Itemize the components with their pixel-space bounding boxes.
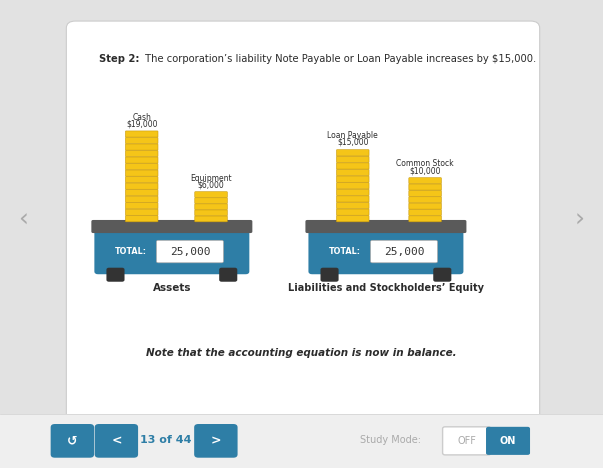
FancyBboxPatch shape	[409, 184, 441, 190]
FancyBboxPatch shape	[125, 157, 158, 163]
Text: ↺: ↺	[67, 434, 78, 447]
FancyBboxPatch shape	[306, 220, 467, 233]
Text: TOTAL:: TOTAL:	[329, 247, 361, 256]
FancyBboxPatch shape	[336, 183, 369, 189]
FancyBboxPatch shape	[336, 150, 369, 156]
Text: Study Mode:: Study Mode:	[360, 435, 421, 445]
FancyBboxPatch shape	[106, 268, 124, 282]
Text: $15,000: $15,000	[337, 138, 368, 147]
Text: Step 2:: Step 2:	[99, 54, 140, 64]
FancyBboxPatch shape	[409, 216, 441, 222]
FancyBboxPatch shape	[336, 196, 369, 202]
FancyBboxPatch shape	[66, 21, 540, 421]
Text: >: >	[210, 434, 221, 447]
Text: 25,000: 25,000	[384, 247, 425, 256]
FancyBboxPatch shape	[51, 424, 94, 458]
FancyBboxPatch shape	[443, 427, 491, 455]
Text: Loan Payable: Loan Payable	[327, 132, 378, 140]
FancyBboxPatch shape	[125, 151, 158, 157]
FancyBboxPatch shape	[156, 241, 223, 263]
Text: The corporation’s liability Note Payable or Loan Payable increases by $15,000.: The corporation’s liability Note Payable…	[142, 54, 536, 64]
Text: Note that the accounting equation is now in balance.: Note that the accounting equation is now…	[146, 348, 457, 358]
FancyBboxPatch shape	[125, 183, 158, 189]
Text: Cash: Cash	[132, 113, 151, 122]
FancyBboxPatch shape	[336, 203, 369, 209]
FancyBboxPatch shape	[336, 163, 369, 169]
FancyBboxPatch shape	[336, 169, 369, 176]
FancyBboxPatch shape	[309, 229, 464, 274]
FancyBboxPatch shape	[195, 216, 227, 222]
FancyBboxPatch shape	[125, 144, 158, 150]
FancyBboxPatch shape	[125, 170, 158, 176]
Text: ‹: ‹	[18, 208, 28, 232]
FancyBboxPatch shape	[195, 192, 227, 197]
FancyBboxPatch shape	[336, 189, 369, 196]
Bar	[0, 414, 603, 468]
FancyBboxPatch shape	[219, 268, 238, 282]
FancyBboxPatch shape	[125, 196, 158, 202]
FancyBboxPatch shape	[336, 209, 369, 215]
Text: Liabilities and Stockholders’ Equity: Liabilities and Stockholders’ Equity	[288, 283, 484, 293]
Text: Equipment: Equipment	[190, 174, 232, 183]
FancyBboxPatch shape	[336, 176, 369, 182]
FancyBboxPatch shape	[195, 204, 227, 210]
FancyBboxPatch shape	[125, 203, 158, 209]
Text: ›: ›	[575, 208, 585, 232]
Text: $6,000: $6,000	[198, 180, 224, 189]
FancyBboxPatch shape	[125, 138, 158, 144]
Text: $10,000: $10,000	[409, 166, 441, 175]
FancyBboxPatch shape	[409, 210, 441, 215]
FancyBboxPatch shape	[125, 216, 158, 222]
FancyBboxPatch shape	[336, 156, 369, 162]
FancyBboxPatch shape	[433, 268, 451, 282]
FancyBboxPatch shape	[370, 241, 438, 263]
Text: ON: ON	[500, 436, 516, 446]
Text: Common Stock: Common Stock	[396, 160, 454, 168]
Text: Assets: Assets	[153, 283, 191, 293]
Text: $19,000: $19,000	[126, 119, 157, 128]
FancyBboxPatch shape	[194, 424, 238, 458]
FancyBboxPatch shape	[321, 268, 339, 282]
FancyBboxPatch shape	[409, 178, 441, 184]
FancyBboxPatch shape	[336, 216, 369, 222]
FancyBboxPatch shape	[125, 163, 158, 170]
Text: 25,000: 25,000	[169, 247, 210, 256]
FancyBboxPatch shape	[125, 209, 158, 215]
FancyBboxPatch shape	[486, 427, 530, 455]
FancyBboxPatch shape	[195, 198, 227, 204]
Text: <: <	[111, 434, 122, 447]
FancyBboxPatch shape	[92, 220, 252, 233]
FancyBboxPatch shape	[409, 197, 441, 203]
FancyBboxPatch shape	[94, 229, 250, 274]
FancyBboxPatch shape	[409, 203, 441, 209]
Text: OFF: OFF	[457, 436, 476, 446]
FancyBboxPatch shape	[195, 210, 227, 216]
FancyBboxPatch shape	[409, 190, 441, 197]
FancyBboxPatch shape	[125, 176, 158, 183]
FancyBboxPatch shape	[125, 190, 158, 196]
Text: 13 of 44: 13 of 44	[140, 435, 192, 445]
FancyBboxPatch shape	[95, 424, 138, 458]
FancyBboxPatch shape	[125, 131, 158, 137]
Text: TOTAL:: TOTAL:	[115, 247, 147, 256]
